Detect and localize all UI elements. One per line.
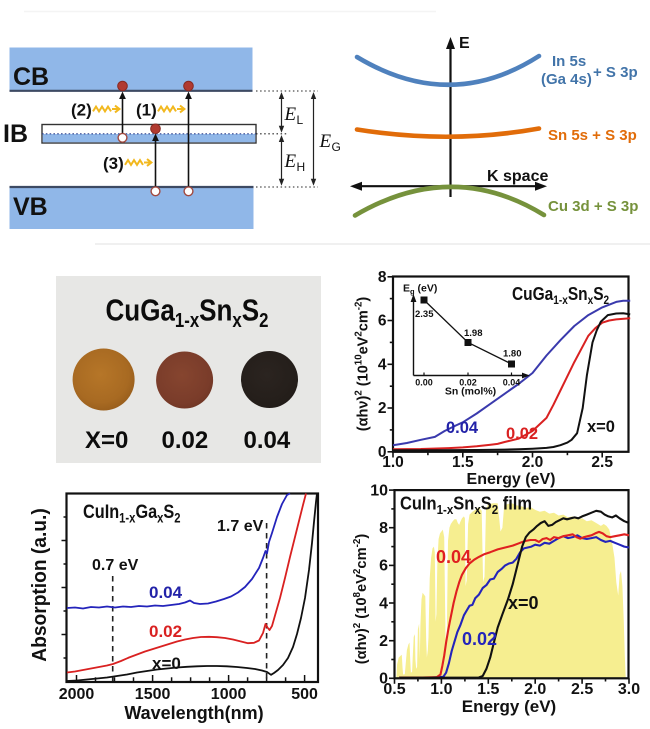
- svg-text:CB: CB: [13, 63, 49, 91]
- svg-text:VB: VB: [13, 193, 48, 221]
- svg-text:(3): (3): [103, 154, 124, 173]
- svg-text:x=0: x=0: [508, 593, 539, 613]
- svg-text:2.5: 2.5: [591, 454, 613, 471]
- svg-text:8: 8: [378, 269, 387, 286]
- svg-text:1.0: 1.0: [382, 454, 404, 471]
- svg-text:Energy (eV): Energy (eV): [462, 697, 556, 716]
- svg-text:(Ga 4s): (Ga 4s): [541, 71, 592, 88]
- svg-text:Absorption (a.u.): Absorption (a.u.): [29, 508, 51, 662]
- svg-text:2: 2: [378, 400, 387, 417]
- svg-text:CuIn1-xGaxS2: CuIn1-xGaxS2: [83, 501, 181, 526]
- svg-text:0.02: 0.02: [162, 427, 209, 454]
- svg-text:Energy (eV): Energy (eV): [467, 471, 556, 488]
- svg-text:4: 4: [378, 357, 387, 374]
- svg-text:Wavelength(nm): Wavelength(nm): [124, 703, 263, 723]
- svg-text:0: 0: [378, 444, 387, 461]
- svg-text:(2): (2): [71, 101, 92, 120]
- svg-text:2.0: 2.0: [522, 454, 544, 471]
- svg-text:0.02: 0.02: [149, 622, 182, 641]
- svg-text:2.0: 2.0: [524, 681, 546, 698]
- svg-text:1000: 1000: [211, 686, 247, 703]
- svg-text:Sn (mol%): Sn (mol%): [445, 386, 496, 398]
- svg-text:H: H: [297, 160, 306, 174]
- svg-text:G: G: [332, 140, 341, 154]
- svg-text:Cu 3d + S 3p: Cu 3d + S 3p: [548, 198, 638, 215]
- svg-text:2: 2: [379, 633, 388, 650]
- svg-text:10: 10: [370, 482, 388, 499]
- svg-text:1.80: 1.80: [503, 349, 522, 360]
- svg-text:8: 8: [379, 520, 388, 537]
- svg-text:2000: 2000: [59, 686, 95, 703]
- svg-text:500: 500: [291, 686, 318, 703]
- svg-text:0.04: 0.04: [149, 583, 183, 602]
- svg-text:0.00: 0.00: [415, 378, 433, 388]
- svg-text:Eg (eV): Eg (eV): [403, 283, 437, 297]
- svg-text:L: L: [297, 113, 304, 127]
- svg-text:1500: 1500: [135, 686, 171, 703]
- svg-text:0.02: 0.02: [462, 629, 497, 649]
- svg-text:IB: IB: [3, 120, 28, 148]
- svg-text:CuIn1-xSnxS2 film: CuIn1-xSnxS2 film: [400, 493, 532, 518]
- svg-text:1.98: 1.98: [464, 328, 483, 339]
- svg-text:X=0: X=0: [85, 427, 128, 454]
- svg-text:6: 6: [378, 313, 387, 330]
- svg-text:Sn 5s + S 3p: Sn 5s + S 3p: [548, 127, 637, 144]
- svg-text:0.5: 0.5: [383, 681, 405, 698]
- svg-text:2.35: 2.35: [415, 309, 434, 320]
- svg-text:(1): (1): [136, 101, 157, 120]
- svg-text:6: 6: [379, 558, 388, 575]
- svg-text:E: E: [319, 131, 332, 152]
- svg-text:1.5: 1.5: [477, 681, 499, 698]
- svg-text:1.5: 1.5: [452, 454, 474, 471]
- svg-text:0.04: 0.04: [244, 427, 291, 454]
- svg-text:3.0: 3.0: [618, 681, 640, 698]
- svg-text:(αhν)2 (1010eV2cm-2): (αhν)2 (1010eV2cm-2): [353, 297, 371, 432]
- svg-text:(αhν)2 (108eV2cm-2): (αhν)2 (108eV2cm-2): [352, 534, 370, 665]
- svg-text:0.04: 0.04: [436, 547, 471, 567]
- svg-text:0.04: 0.04: [446, 419, 479, 437]
- svg-text:x=0: x=0: [587, 418, 615, 436]
- svg-text:K space: K space: [487, 168, 548, 185]
- svg-text:0.7 eV: 0.7 eV: [92, 557, 139, 574]
- svg-text:1.0: 1.0: [430, 681, 452, 698]
- svg-text:0: 0: [379, 671, 388, 688]
- svg-text:E: E: [284, 151, 297, 172]
- svg-text:1.7 eV: 1.7 eV: [217, 518, 264, 535]
- svg-text:E: E: [284, 104, 297, 125]
- svg-text:In 5s: In 5s: [552, 53, 586, 70]
- svg-text:E: E: [459, 35, 470, 52]
- svg-text:2.5: 2.5: [571, 681, 593, 698]
- svg-text:0.02: 0.02: [506, 425, 538, 443]
- svg-text:0.02: 0.02: [459, 378, 477, 388]
- svg-text:CuGa1-xSnxS2: CuGa1-xSnxS2: [512, 284, 609, 308]
- svg-text:0.04: 0.04: [503, 378, 521, 388]
- svg-text:+ S 3p: + S 3p: [593, 64, 638, 81]
- svg-text:4: 4: [379, 595, 388, 612]
